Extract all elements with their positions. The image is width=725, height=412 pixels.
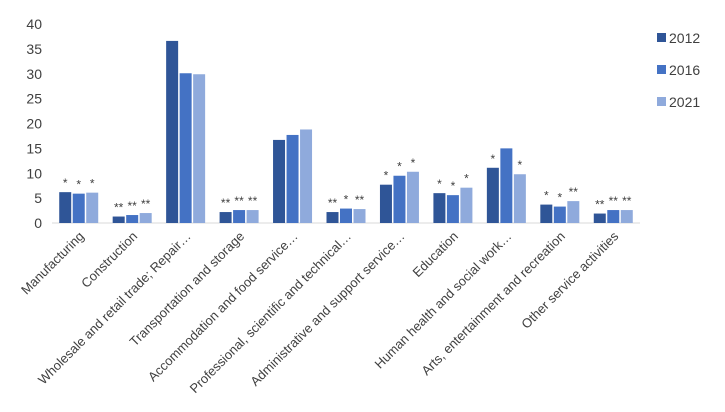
bar-annotation: * [344,193,349,207]
legend-swatch [657,65,666,74]
bar-2021 [193,74,206,223]
bar-2016 [393,175,406,223]
bar-annotation: ** [595,198,605,212]
legend-label: 2021 [669,94,700,110]
bar-2012 [273,139,286,223]
bar-2016 [286,134,299,223]
bar-annotation: * [464,172,469,186]
annotations-group: *** ** *********** ** **** ***** ** ********* [63,152,632,215]
bar-2012 [219,212,232,223]
bar-annotation: * [544,189,549,203]
bar-2021 [513,174,526,223]
y-tick-label: 30 [26,66,42,82]
bar-2012 [326,212,339,223]
bar-annotation: ** [622,194,632,208]
bar-annotation: * [411,156,416,170]
legend-label: 2012 [669,30,700,46]
bar-2016 [340,208,352,223]
y-tick-label: 5 [34,190,42,206]
bar-2016 [72,193,85,223]
y-tick-label: 10 [26,165,42,181]
bar-2012 [486,167,499,223]
bar-annotation: * [63,176,68,190]
bar-2012 [540,204,553,223]
x-tick-label: Manufacturing [18,229,87,298]
bar-2016 [179,73,192,223]
bar-annotation: ** [128,199,138,213]
y-tick-label: 35 [26,41,42,57]
bar-2016 [553,206,566,223]
bar-2016 [233,210,246,223]
bar-annotation: ** [328,196,338,210]
bar-2016 [500,148,513,223]
y-axis: 0 5 10 15 20 25 30 35 40 [26,16,42,231]
bar-annotation: * [518,158,523,172]
bar-2021 [139,213,152,223]
bar-2021 [620,210,633,223]
bar-annotation: ** [248,194,258,208]
bar-2012 [593,213,606,223]
bar-2021 [406,171,419,223]
bar-annotation: ** [355,193,365,207]
bar-2021 [246,210,259,223]
bar-annotation: * [397,160,402,174]
bar-annotation: ** [141,197,151,211]
bar-annotation: * [384,169,389,183]
bar-2021 [567,201,580,223]
bar-annotation: * [90,177,95,191]
bar-annotation: * [76,178,81,192]
bar-annotation: ** [114,201,124,215]
bar-2016 [607,210,620,223]
bar-annotation: ** [569,185,579,199]
y-tick-label: 40 [26,16,42,32]
bar-2016 [126,215,139,223]
bar-2012 [166,40,179,223]
x-tick-label: Education [410,229,461,280]
bar-2021 [460,187,473,223]
legend-label: 2016 [669,62,700,78]
bar-2012 [59,192,72,223]
bar-2016 [446,195,459,223]
y-tick-label: 15 [26,140,42,156]
legend: 2012 2016 2021 [657,30,700,110]
bar-2012 [433,193,446,223]
bars-group [59,40,633,223]
bar-annotation: * [437,177,442,191]
bar-2021 [353,209,366,223]
legend-swatch [657,97,666,106]
bar-annotation: ** [221,196,231,210]
legend-swatch [657,33,666,42]
bar-2012 [112,216,125,223]
bar-2012 [379,184,392,223]
bar-annotation: ** [234,194,244,208]
bar-annotation: * [557,191,562,205]
y-tick-label: 20 [26,116,42,132]
x-tick-label: Other service activities [518,228,621,331]
bar-2021 [86,192,99,223]
bar-annotation: * [491,152,496,166]
bar-2021 [300,129,313,223]
y-tick-label: 0 [34,215,42,231]
y-tick-label: 25 [26,91,42,107]
bar-annotation: * [451,179,456,193]
bar-annotation: ** [609,194,619,208]
